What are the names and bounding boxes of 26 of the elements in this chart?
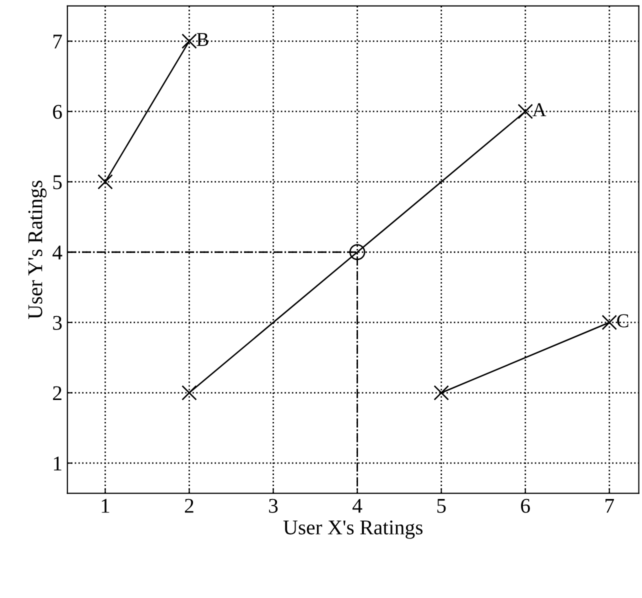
y-tick-label: 4: [52, 246, 62, 260]
y-tick-label: 3: [53, 316, 62, 330]
y-tick-label: 5: [53, 175, 62, 190]
x-tick-label: 6: [521, 498, 530, 513]
point: [518, 104, 533, 120]
annotation: C: [617, 314, 628, 328]
y-axis-title: User Y's Ratings: [28, 180, 47, 319]
annotation: A: [532, 103, 546, 116]
point: [182, 385, 197, 400]
x-tick-label: 7: [606, 499, 614, 513]
x-tick-label: 2: [184, 498, 194, 513]
x-tick-label: 3: [269, 498, 278, 513]
point: [182, 34, 197, 49]
point: [602, 314, 618, 330]
x-tick-label: 1: [102, 498, 110, 513]
y-tick-label: 7: [54, 34, 62, 48]
point: [349, 244, 366, 260]
y-tick-label: 6: [53, 104, 62, 119]
x-tick-label: 4: [352, 498, 362, 513]
point: [98, 174, 113, 190]
y-tick-label: 1: [54, 456, 62, 470]
x-tick-label: 5: [437, 499, 446, 513]
y-tick-label: 2: [53, 386, 62, 400]
point: [434, 385, 449, 400]
x-axis-title: User X's Ratings: [283, 520, 423, 539]
annotation: B: [196, 33, 208, 46]
